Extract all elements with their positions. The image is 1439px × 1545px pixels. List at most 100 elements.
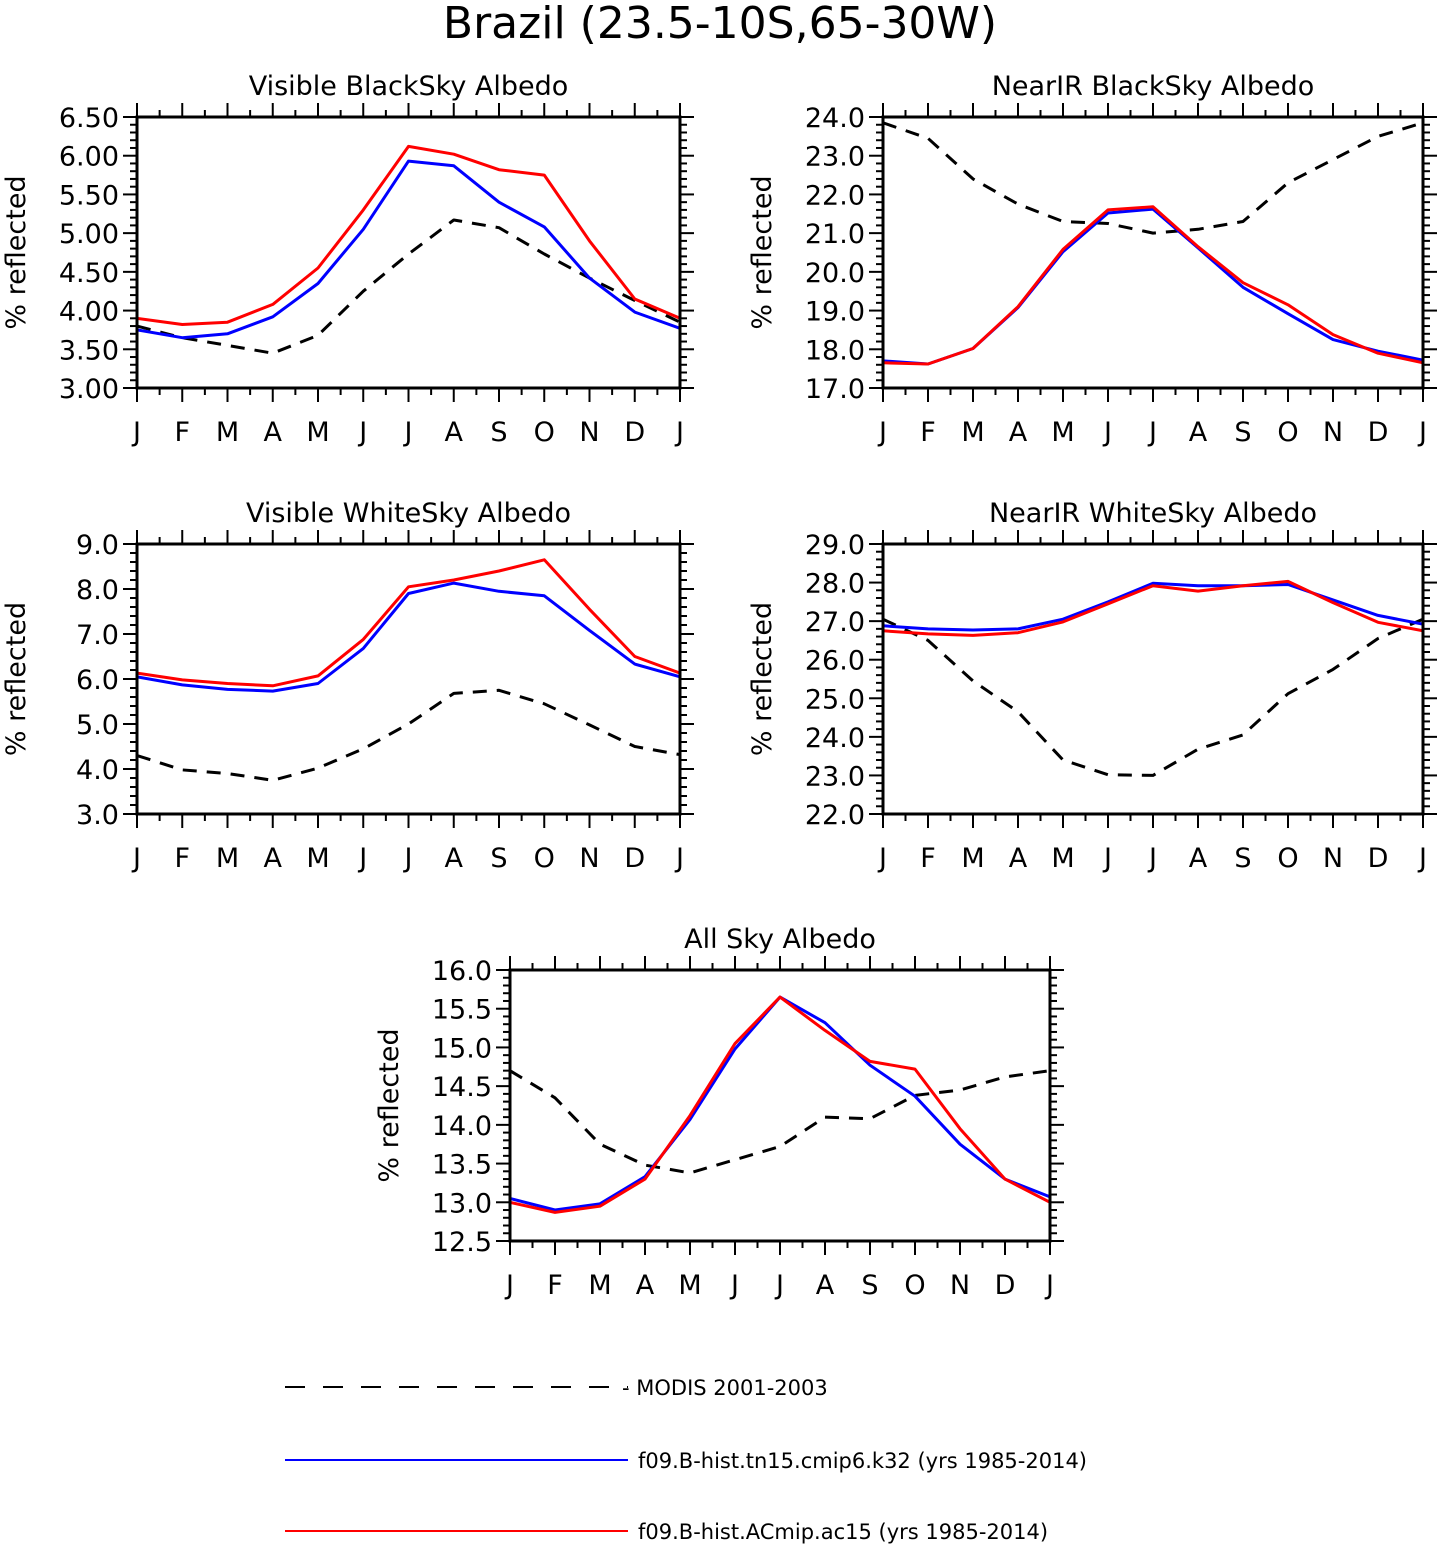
y-tick-label: 20.0 bbox=[805, 258, 865, 289]
x-tick-label: D bbox=[995, 1270, 1016, 1301]
series-line-2 bbox=[510, 995, 1050, 1212]
legend-item-2: f09.B-hist.tn15.cmip6.k32 (yrs 1985-2014… bbox=[285, 1449, 1087, 1473]
x-tick-label: M bbox=[961, 417, 984, 448]
y-tick-label: 5.0 bbox=[76, 710, 119, 741]
x-tick-label: N bbox=[579, 843, 599, 874]
x-tick-label: J bbox=[357, 843, 367, 874]
y-tick-label: 13.5 bbox=[432, 1150, 492, 1181]
x-tick-label: F bbox=[174, 417, 190, 448]
x-tick-label: D bbox=[624, 417, 645, 448]
y-tick-label: 24.0 bbox=[805, 723, 865, 754]
axis-ticks bbox=[869, 530, 1437, 828]
x-tick-label: A bbox=[264, 843, 283, 874]
x-tick-label: M bbox=[1051, 843, 1074, 874]
y-tick-label: 12.5 bbox=[432, 1227, 492, 1258]
x-tick-label: S bbox=[861, 1270, 878, 1301]
y-tick-label: 4.0 bbox=[76, 755, 119, 786]
y-tick-label: 6.0 bbox=[76, 665, 119, 696]
x-tick-label: J bbox=[504, 1270, 514, 1301]
x-tick-label: O bbox=[904, 1270, 925, 1301]
legend-item-3: f09.B-hist.ACmip.ac15 (yrs 1985-2014) bbox=[285, 1520, 1048, 1544]
series-line-1 bbox=[510, 1069, 1050, 1175]
y-axis-label: % reflected bbox=[747, 175, 778, 329]
plot-frame bbox=[135, 542, 682, 816]
x-tick-label: M bbox=[216, 843, 239, 874]
y-tick-label: 23.0 bbox=[805, 761, 865, 792]
x-tick-label: J bbox=[674, 843, 684, 874]
x-tick-label: A bbox=[264, 417, 283, 448]
series-line-2 bbox=[137, 159, 680, 340]
legend-label: f09.B-hist.tn15.cmip6.k32 (yrs 1985-2014… bbox=[638, 1449, 1087, 1473]
x-tick-label: S bbox=[490, 843, 507, 874]
y-tick-label: 28.0 bbox=[805, 569, 865, 600]
x-tick-label: M bbox=[1051, 417, 1074, 448]
x-tick-label: J bbox=[729, 1270, 739, 1301]
y-tick-label: 19.0 bbox=[805, 297, 865, 328]
series-line-3 bbox=[137, 558, 680, 688]
panel-title: All Sky Albedo bbox=[684, 924, 876, 955]
x-tick-label: F bbox=[920, 417, 936, 448]
y-tick-label: 22.0 bbox=[805, 180, 865, 211]
legend-item-1: - MODIS 2001-2003 bbox=[285, 1376, 828, 1400]
x-tick-label: J bbox=[131, 417, 141, 448]
y-axis-label: % reflected bbox=[747, 602, 778, 756]
y-tick-label: 23.0 bbox=[805, 142, 865, 173]
x-tick-label: D bbox=[624, 843, 645, 874]
y-tick-label: 4.00 bbox=[59, 297, 119, 328]
x-tick-label: S bbox=[1234, 417, 1251, 448]
y-tick-label: 5.50 bbox=[59, 180, 119, 211]
y-tick-label: 3.50 bbox=[59, 335, 119, 366]
y-tick-label: 25.0 bbox=[805, 684, 865, 715]
y-tick-label: 15.5 bbox=[432, 995, 492, 1026]
x-tick-label: A bbox=[1009, 843, 1028, 874]
y-tick-label: 18.0 bbox=[805, 335, 865, 366]
x-tick-label: J bbox=[1102, 843, 1112, 874]
x-tick-label: S bbox=[1234, 843, 1251, 874]
y-tick-label: 26.0 bbox=[805, 646, 865, 677]
x-tick-label: A bbox=[1189, 417, 1208, 448]
x-tick-label: A bbox=[1189, 843, 1208, 874]
legend-label: - MODIS 2001-2003 bbox=[622, 1376, 828, 1400]
y-tick-label: 14.0 bbox=[432, 1111, 492, 1142]
series-line-3 bbox=[883, 205, 1423, 366]
x-tick-label: J bbox=[877, 843, 887, 874]
x-tick-label: O bbox=[534, 843, 555, 874]
series-line-3 bbox=[137, 144, 680, 326]
x-tick-label: J bbox=[357, 417, 367, 448]
x-tick-label: J bbox=[877, 417, 887, 448]
x-tick-label: M bbox=[678, 1270, 701, 1301]
x-tick-label: N bbox=[1323, 843, 1343, 874]
x-tick-label: J bbox=[1044, 1270, 1054, 1301]
plot-frame bbox=[881, 542, 1425, 816]
x-tick-label: N bbox=[579, 417, 599, 448]
series-line-3 bbox=[883, 579, 1423, 637]
x-tick-label: A bbox=[445, 843, 464, 874]
series-line-2 bbox=[883, 581, 1423, 632]
panel-title: Visible WhiteSky Albedo bbox=[246, 498, 571, 529]
y-tick-label: 3.0 bbox=[76, 800, 119, 831]
x-tick-label: A bbox=[1009, 417, 1028, 448]
y-tick-label: 16.0 bbox=[432, 956, 492, 987]
figure-title: Brazil (23.5-10S,65-30W) bbox=[443, 0, 997, 49]
x-tick-label: J bbox=[674, 417, 684, 448]
x-tick-label: A bbox=[636, 1270, 655, 1301]
x-tick-label: O bbox=[1277, 843, 1298, 874]
x-tick-label: N bbox=[950, 1270, 970, 1301]
y-tick-label: 5.00 bbox=[59, 219, 119, 250]
x-tick-label: O bbox=[1277, 417, 1298, 448]
axis-ticks bbox=[123, 530, 694, 828]
x-tick-label: F bbox=[920, 843, 936, 874]
plot-frame bbox=[508, 968, 1052, 1243]
panel-title: Visible BlackSky Albedo bbox=[249, 71, 569, 102]
x-tick-label: J bbox=[1147, 417, 1157, 448]
x-tick-label: S bbox=[490, 417, 507, 448]
x-tick-label: D bbox=[1368, 843, 1389, 874]
y-tick-label: 6.50 bbox=[59, 103, 119, 134]
x-tick-label: F bbox=[174, 843, 190, 874]
